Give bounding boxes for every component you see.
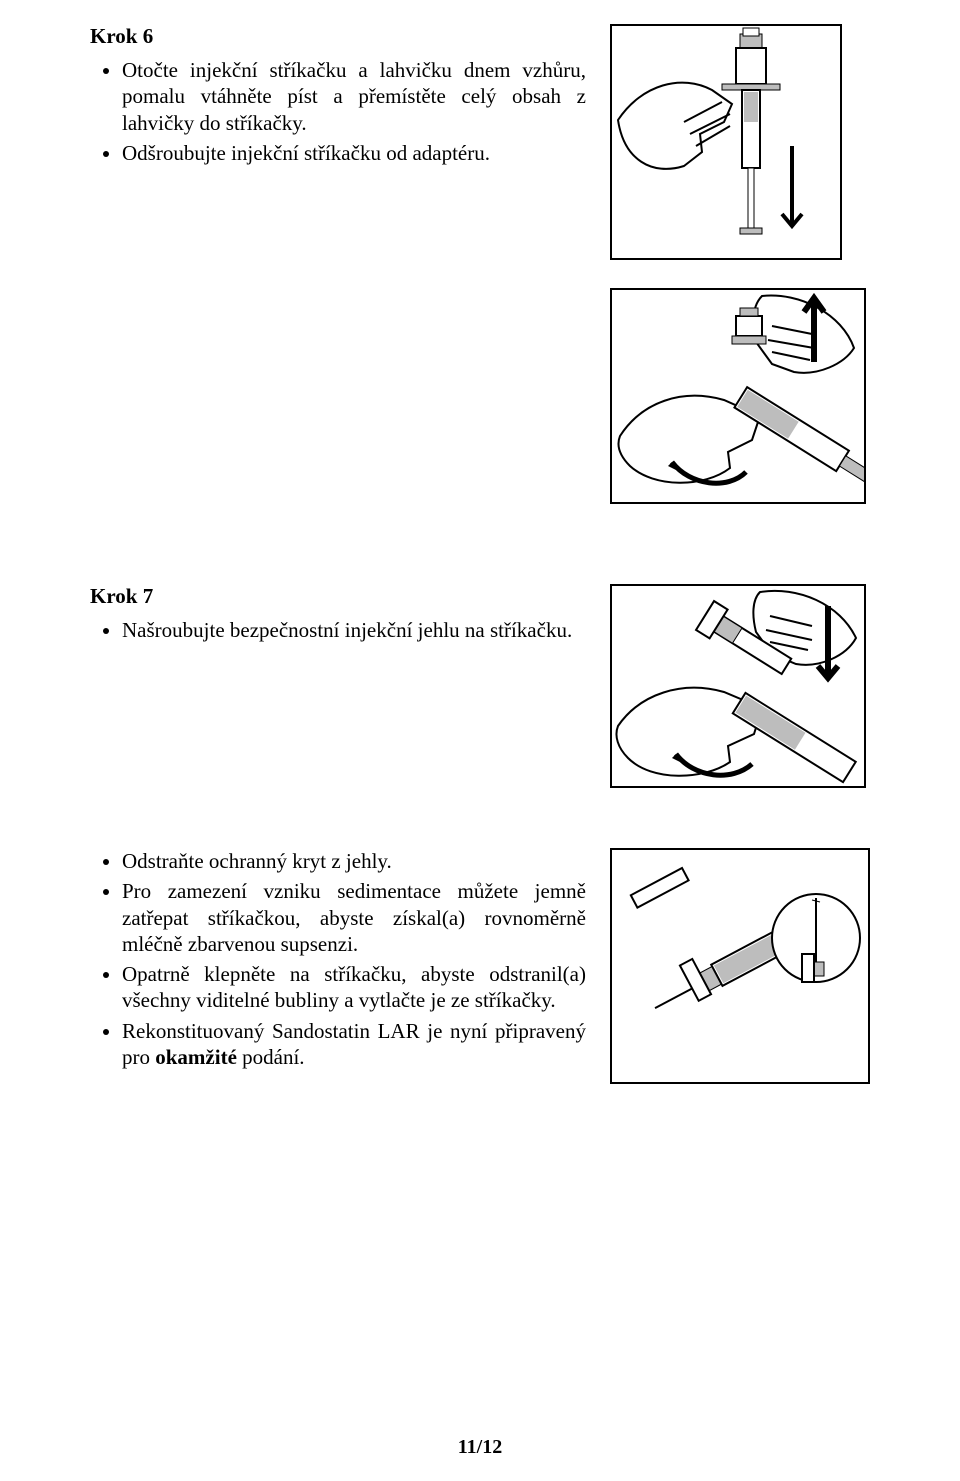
step6-bullet: Otočte injekční stříkačku a lahvičku dne… [122, 57, 586, 136]
step7-tail: podání. [237, 1045, 305, 1069]
step7-bold: okamžité [155, 1045, 237, 1069]
page-number: 11/12 [90, 1436, 870, 1459]
step7-bullet: Rekonstituovaný Sandostatin LAR je nyní … [122, 1018, 586, 1071]
step7-heading: Krok 7 [90, 584, 586, 609]
step7-bullet: Odstraňte ochranný kryt z jehly. [122, 848, 586, 874]
step7-figure-remove-cap [610, 848, 870, 1084]
step7-list-a: Našroubujte bezpečnostní injekční jehlu … [90, 617, 586, 643]
step6-heading: Krok 6 [90, 24, 586, 49]
step7-bullet: Pro zamezení vzniku sedimentace můžete j… [122, 878, 586, 957]
step7-bullet: Našroubujte bezpečnostní injekční jehlu … [122, 617, 586, 643]
step7-bullet: Opatrně klepněte na stříkačku, abyste od… [122, 961, 586, 1014]
step6-figure-unscrew [610, 288, 866, 504]
step7-figure-attach-needle [610, 584, 866, 788]
step6-bullet: Odšroubujte injekční stříkačku od adapté… [122, 140, 586, 166]
step6-figure-withdraw [610, 24, 842, 260]
step6-list: Otočte injekční stříkačku a lahvičku dne… [90, 57, 586, 166]
step7-list-b: Odstraňte ochranný kryt z jehly. Pro zam… [90, 848, 586, 1070]
